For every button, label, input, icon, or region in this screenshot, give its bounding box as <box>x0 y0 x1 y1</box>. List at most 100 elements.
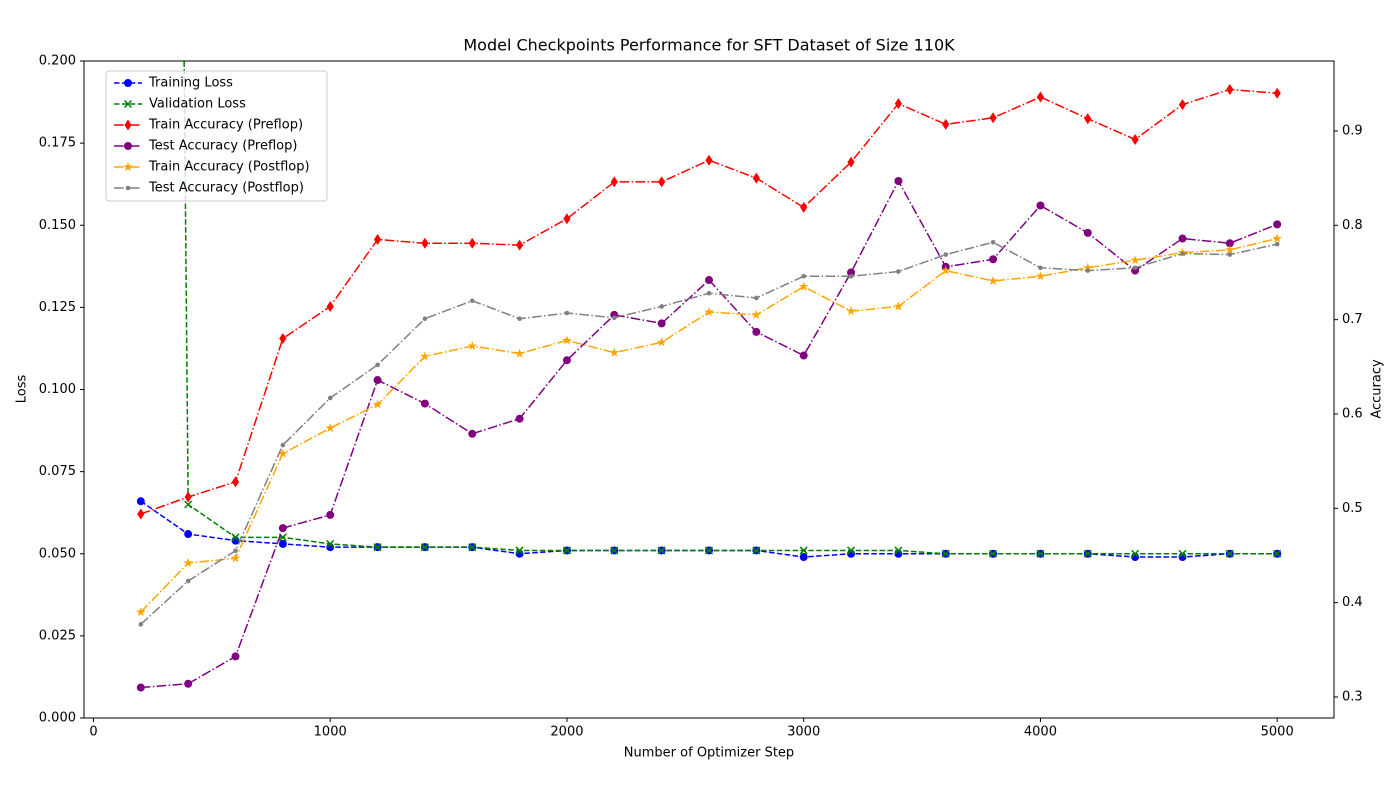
chart-title: Model Checkpoints Performance for SFT Da… <box>463 36 955 55</box>
marker <box>1178 234 1187 243</box>
marker <box>1272 233 1282 243</box>
marker <box>1035 271 1046 281</box>
marker <box>325 423 335 433</box>
marker <box>1225 239 1234 248</box>
marker <box>136 607 146 617</box>
marker <box>420 543 429 552</box>
y2-tick-label: 0.8 <box>1342 218 1363 233</box>
marker <box>515 414 524 423</box>
y-tick-label: 0.075 <box>39 464 76 479</box>
marker <box>610 546 619 555</box>
marker <box>1083 549 1092 558</box>
marker <box>231 476 240 488</box>
marker <box>279 333 287 345</box>
marker <box>278 448 288 458</box>
marker <box>1226 83 1234 95</box>
marker <box>1038 265 1043 271</box>
marker <box>326 300 334 312</box>
plot-area <box>136 61 1282 692</box>
marker <box>326 539 335 548</box>
marker <box>1130 255 1140 265</box>
marker <box>847 156 855 168</box>
y-tick-label: 0.125 <box>39 300 76 315</box>
marker <box>1227 252 1233 257</box>
marker <box>468 237 476 249</box>
y-tick-label: 0.175 <box>39 136 76 151</box>
marker <box>420 351 430 361</box>
marker <box>562 546 571 555</box>
marker <box>989 549 998 558</box>
marker <box>1083 262 1093 272</box>
marker <box>610 176 618 188</box>
marker <box>1273 549 1282 558</box>
marker <box>798 281 809 291</box>
marker <box>705 154 713 166</box>
legend: Training Loss Validation Loss Train Accura… <box>105 70 328 202</box>
marker <box>894 98 902 110</box>
y-tick-label: 0.150 <box>39 218 76 233</box>
y2-tick-label: 0.3 <box>1342 689 1363 704</box>
marker <box>467 341 478 351</box>
marker <box>184 500 193 509</box>
y-tick-label: 0.100 <box>39 382 76 397</box>
marker <box>1085 268 1091 273</box>
x-tick-label: 1000 <box>314 725 347 740</box>
legend-label: Test Accuracy (Postflop) <box>148 181 304 196</box>
marker <box>893 301 904 311</box>
marker <box>752 546 761 555</box>
marker <box>847 268 856 277</box>
marker <box>1036 201 1045 210</box>
legend-label: Test Accuracy (Preflop) <box>148 139 297 154</box>
x-tick-label: 2000 <box>550 725 583 740</box>
y2-tick-label: 0.5 <box>1342 501 1363 516</box>
marker <box>940 265 951 275</box>
y-tick-label: 0.000 <box>39 711 76 726</box>
marker <box>846 306 856 316</box>
marker <box>1131 133 1139 145</box>
marker <box>230 553 241 563</box>
legend-label: Validation Loss <box>149 97 246 112</box>
legend-marker <box>125 185 131 191</box>
marker <box>468 543 477 552</box>
y-tick-label: 0.200 <box>39 54 76 69</box>
marker <box>138 622 144 627</box>
marker <box>231 533 240 542</box>
marker <box>1178 99 1187 111</box>
marker <box>1131 549 1140 558</box>
legend-label: Training Loss <box>148 76 233 91</box>
marker <box>989 112 997 124</box>
marker <box>1180 251 1185 256</box>
y2-axis-label: Accuracy <box>1370 359 1385 419</box>
marker <box>515 546 524 555</box>
marker <box>1273 220 1282 229</box>
marker <box>184 491 192 503</box>
marker <box>704 546 714 555</box>
marker <box>517 316 522 322</box>
marker <box>894 176 903 185</box>
marker <box>280 442 286 448</box>
marker <box>372 399 383 409</box>
marker <box>278 524 287 533</box>
marker <box>516 239 524 251</box>
marker <box>137 508 145 520</box>
marker <box>801 273 806 279</box>
y-tick-label: 0.025 <box>39 628 76 643</box>
legend-marker <box>123 162 133 172</box>
marker <box>704 307 714 317</box>
x-tick-label: 5000 <box>1261 725 1294 740</box>
marker <box>373 543 382 552</box>
legend-marker <box>124 142 132 150</box>
marker <box>326 510 335 519</box>
marker <box>847 546 856 555</box>
marker <box>656 337 667 347</box>
marker <box>183 558 193 568</box>
legend-label: Train Accuracy (Preflop) <box>148 118 303 133</box>
y2-tick-label: 0.7 <box>1342 312 1363 327</box>
legend-marker <box>124 119 132 131</box>
marker <box>799 351 808 360</box>
y2-tick-label: 0.9 <box>1342 123 1363 138</box>
marker <box>562 356 571 365</box>
marker <box>373 233 382 245</box>
